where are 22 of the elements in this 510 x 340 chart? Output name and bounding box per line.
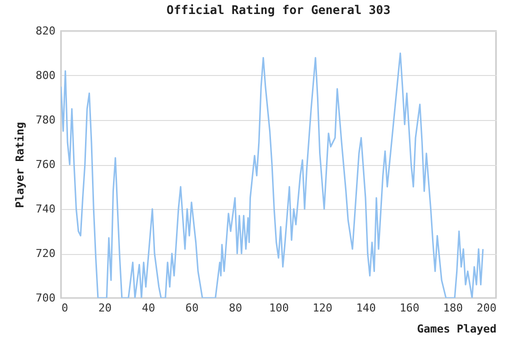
x-tick-label: 20 bbox=[98, 302, 112, 314]
x-tick-label: 120 bbox=[312, 302, 332, 314]
x-tick-label: 60 bbox=[185, 302, 199, 314]
x-axis-title: Games Played bbox=[417, 322, 496, 336]
y-tick-label: 720 bbox=[36, 247, 56, 260]
line-series bbox=[61, 52, 484, 298]
x-tick-label: 200 bbox=[476, 302, 496, 314]
chart-title: Official Rating for General 303 bbox=[166, 3, 390, 17]
x-tick-label: 40 bbox=[142, 302, 156, 314]
y-tick-label: 740 bbox=[36, 202, 56, 216]
x-tick-label: 80 bbox=[228, 302, 242, 314]
y-axis-title: Player Rating bbox=[14, 122, 27, 208]
x-tick-label: 100 bbox=[269, 302, 289, 314]
y-tick-label: 780 bbox=[36, 114, 56, 126]
y-tick-label: 820 bbox=[36, 24, 56, 38]
y-tick-label: 800 bbox=[36, 69, 56, 82]
x-tick-label: 160 bbox=[400, 302, 420, 314]
x-tick-label: 140 bbox=[356, 302, 376, 314]
x-tick-label: 180 bbox=[443, 302, 463, 314]
y-tick-label: 760 bbox=[36, 158, 56, 171]
y-tick-label: 700 bbox=[36, 292, 56, 304]
x-tick-label: 0 bbox=[62, 302, 68, 314]
